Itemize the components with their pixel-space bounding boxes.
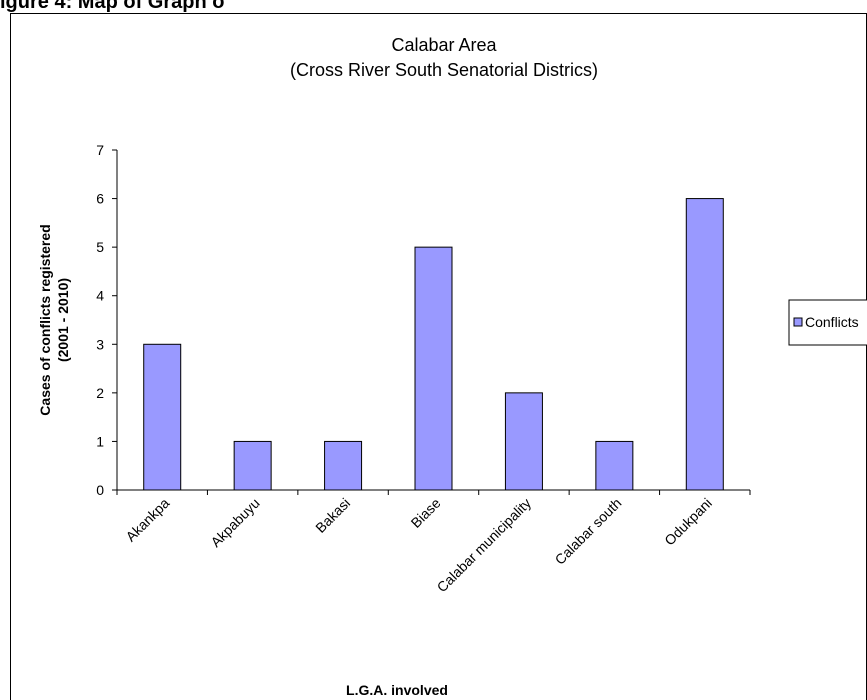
- x-tick-label: Akankpa: [122, 495, 172, 545]
- chart-title-line: (Cross River South Senatorial Districs): [290, 60, 598, 80]
- bar: [685, 198, 724, 491]
- y-tick-label: 3: [96, 336, 104, 352]
- x-tick-label: Biase: [408, 495, 444, 531]
- y-axis-title: Cases of conflicts registered (2001 - 201…: [37, 224, 71, 415]
- y-tick-label: 5: [96, 239, 104, 255]
- x-tick-label: Bakasi: [312, 495, 353, 536]
- legend: Conflicts: [788, 299, 867, 346]
- x-tick-label: Akpabuyu: [207, 495, 262, 550]
- legend-label: Conflicts: [805, 314, 859, 330]
- bar: [233, 440, 272, 491]
- bar: [143, 343, 182, 491]
- y-tick-label: 4: [96, 288, 104, 304]
- bar: [595, 440, 634, 491]
- x-tick-label: Calabar municipality: [434, 495, 534, 595]
- bar: [504, 392, 543, 491]
- y-axis-title-line: (2001 - 2010): [55, 278, 71, 362]
- y-axis-title-line: Cases of conflicts registered: [37, 224, 53, 415]
- y-tick-label: 0: [96, 482, 104, 498]
- y-tick-label: 6: [96, 191, 104, 207]
- chart-title-line: Calabar Area: [391, 35, 497, 55]
- chart-title: Calabar Area (Cross River South Senatoria…: [290, 35, 598, 80]
- y-tick-label: 1: [96, 433, 104, 449]
- y-tick-label: 2: [96, 385, 104, 401]
- x-axis-title: L.G.A. involved: [346, 682, 448, 698]
- y-tick-label: 7: [96, 142, 104, 158]
- page-heading: igure 4: Map of Graph o: [0, 0, 225, 13]
- bar: [414, 246, 453, 491]
- x-tick-label: Calabar south: [552, 495, 625, 568]
- bar: [324, 440, 363, 491]
- x-tick-label: Odukpani: [661, 495, 715, 549]
- legend-swatch: [793, 317, 803, 327]
